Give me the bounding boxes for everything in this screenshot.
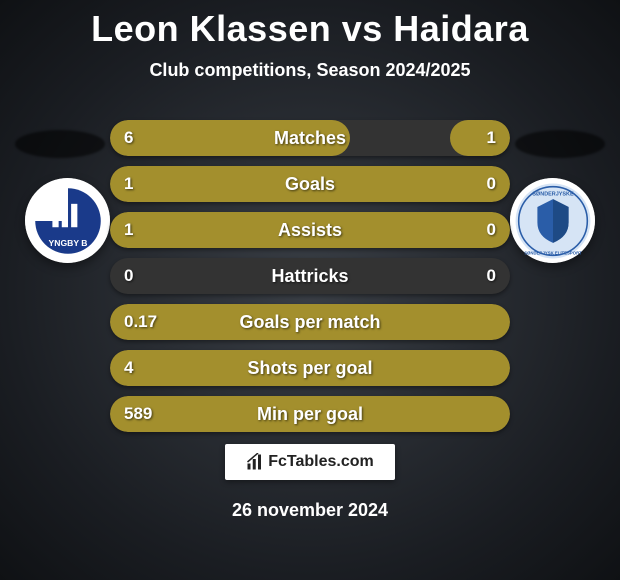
subtitle: Club competitions, Season 2024/2025 xyxy=(0,60,620,81)
date-label: 26 november 2024 xyxy=(0,500,620,521)
page-title: Leon Klassen vs Haidara xyxy=(0,0,620,50)
stat-row: 0.17Goals per match xyxy=(110,304,510,340)
svg-text:SØNDERJYSK ELITESPORT: SØNDERJYSK ELITESPORT xyxy=(524,250,582,255)
stat-row: 589Min per goal xyxy=(110,396,510,432)
shadow-left xyxy=(15,130,105,158)
stat-label: Matches xyxy=(110,128,510,149)
stat-label: Goals per match xyxy=(110,312,510,333)
watermark-text: FcTables.com xyxy=(268,453,374,471)
lyngby-icon: YNGBY B xyxy=(29,182,107,260)
stat-row: 00Hattricks xyxy=(110,258,510,294)
chart-icon xyxy=(246,453,264,471)
stat-row: 61Matches xyxy=(110,120,510,156)
stat-label: Min per goal xyxy=(110,404,510,425)
stat-rows: 61Matches 10Goals 10Assists 00Hattricks 0.17… xyxy=(110,120,510,442)
team-badge-right: SØNDERJYSKE SØNDERJYSK ELITESPORT xyxy=(510,178,595,263)
shadow-right xyxy=(515,130,605,158)
watermark: FcTables.com xyxy=(225,444,395,480)
stat-row: 10Goals xyxy=(110,166,510,202)
stat-label: Shots per goal xyxy=(110,358,510,379)
stat-label: Assists xyxy=(110,220,510,241)
stat-row: 4Shots per goal xyxy=(110,350,510,386)
team-badge-left: YNGBY B xyxy=(25,178,110,263)
sonderjyske-icon: SØNDERJYSKE SØNDERJYSK ELITESPORT xyxy=(514,182,592,260)
svg-text:YNGBY B: YNGBY B xyxy=(48,237,87,247)
svg-text:SØNDERJYSKE: SØNDERJYSKE xyxy=(532,191,574,197)
stat-row: 10Assists xyxy=(110,212,510,248)
stat-label: Goals xyxy=(110,174,510,195)
comparison-infographic: Leon Klassen vs Haidara Club competition… xyxy=(0,0,620,580)
stat-label: Hattricks xyxy=(110,266,510,287)
